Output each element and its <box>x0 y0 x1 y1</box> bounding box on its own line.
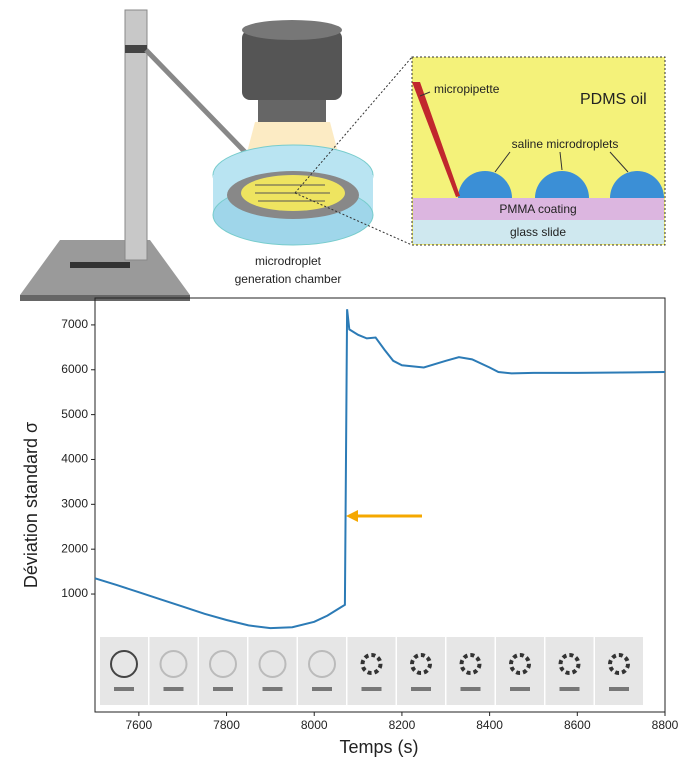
droplet <box>459 653 482 675</box>
x-tick-label: 8200 <box>389 718 416 732</box>
plot-frame <box>94 297 666 713</box>
thumbnail <box>149 637 198 705</box>
droplet <box>360 653 383 675</box>
thumbnail <box>248 637 297 705</box>
scale-bar <box>163 687 184 691</box>
x-tick-label: 7600 <box>125 718 152 732</box>
label: PMMA coating <box>499 202 576 216</box>
y-tick-label: 2000 <box>61 541 88 555</box>
inset <box>411 56 666 246</box>
scale-bar <box>213 687 233 691</box>
x-tick-label: 8800 <box>652 718 679 732</box>
thumbnail <box>199 637 247 705</box>
scale-bar <box>411 687 431 691</box>
y-tick-label: 5000 <box>61 407 88 421</box>
droplet <box>308 650 336 678</box>
thumbnail <box>298 637 346 705</box>
scale-bar <box>114 687 134 691</box>
scale-bar <box>312 687 332 691</box>
thumbnail <box>100 637 148 705</box>
droplet <box>558 653 581 675</box>
x-tick-label: 7800 <box>213 718 240 732</box>
y-axis-label: Déviation standard σ <box>21 422 41 588</box>
microscope-chamber <box>212 20 413 246</box>
x-tick-label: 8600 <box>564 718 591 732</box>
droplet <box>509 653 531 675</box>
y-tick-label: 1000 <box>61 586 88 600</box>
y-tick-label: 7000 <box>61 317 88 331</box>
arrow-head <box>346 510 358 522</box>
droplet <box>209 650 237 678</box>
label: PDMS oil <box>580 91 647 108</box>
x-tick-label: 8000 <box>301 718 328 732</box>
label: microdroplet <box>255 254 322 268</box>
label: generation chamber <box>235 272 342 286</box>
x-axis-label: Temps (s) <box>339 737 418 757</box>
scale-bar <box>510 687 530 691</box>
scale-bar <box>262 687 283 691</box>
y-tick-label: 3000 <box>61 496 88 510</box>
label: micropipette <box>434 82 500 96</box>
scale-bar <box>460 687 481 691</box>
scale-bar <box>361 687 382 691</box>
droplet <box>410 653 432 675</box>
line <box>94 309 666 630</box>
droplet <box>258 650 287 678</box>
y-tick-label: 6000 <box>61 362 88 376</box>
droplet <box>608 653 630 675</box>
y-tick-label: 4000 <box>61 452 88 466</box>
thumbnails <box>100 637 643 705</box>
scale-bar <box>609 687 629 691</box>
stand <box>20 9 296 301</box>
x-tick-label: 8400 <box>476 718 503 732</box>
label: glass slide <box>510 225 566 239</box>
label: saline microdroplets <box>512 137 619 151</box>
droplet <box>159 650 188 678</box>
scale-bar <box>559 687 580 691</box>
droplet <box>110 650 138 678</box>
